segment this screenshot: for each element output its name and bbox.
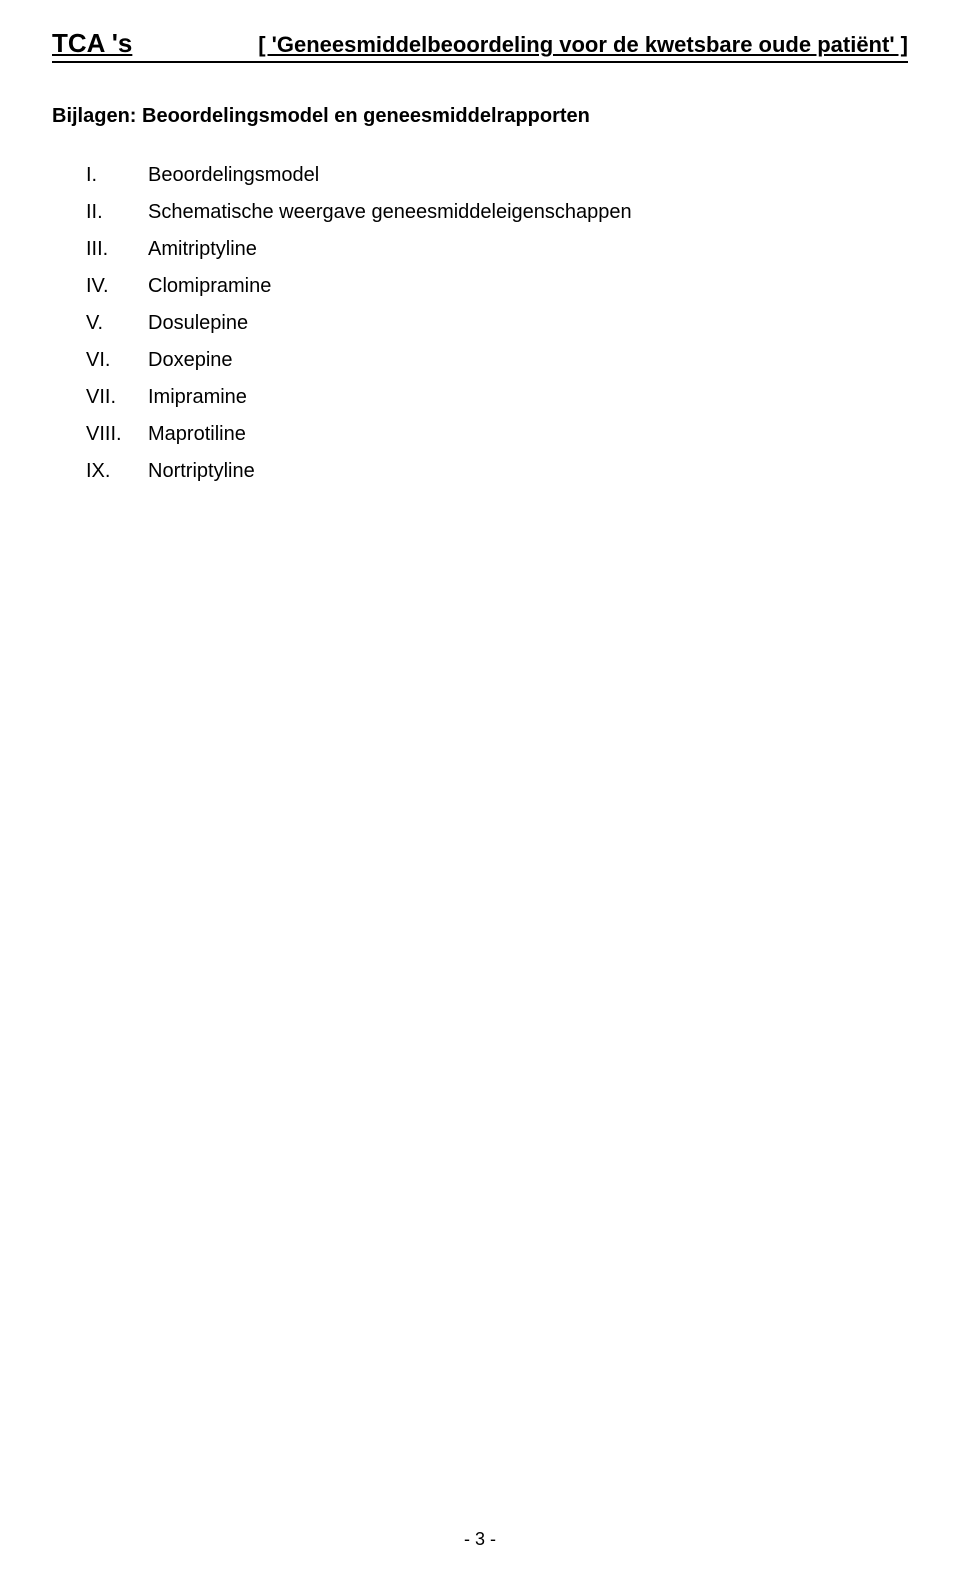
list-item-label: Nortriptyline [148,460,255,483]
page-number: - 3 - [0,1529,960,1550]
list-item-number: II. [86,201,148,224]
list-item-label: Clomipramine [148,275,271,298]
appendix-list: I. Beoordelingsmodel II. Schematische we… [52,164,908,483]
list-item-label: Doxepine [148,349,233,372]
list-item-number: I. [86,164,148,187]
list-item: V. Dosulepine [86,312,908,335]
list-item-label: Beoordelingsmodel [148,164,319,187]
list-item: IX. Nortriptyline [86,460,908,483]
list-item-number: IX. [86,460,148,483]
list-item: II. Schematische weergave geneesmiddelei… [86,201,908,224]
page-header: TCA 's [ 'Geneesmiddelbeoordeling voor d… [52,28,908,63]
list-item: III. Amitriptyline [86,238,908,261]
list-item-number: VII. [86,386,148,409]
list-item: VII. Imipramine [86,386,908,409]
list-item-label: Dosulepine [148,312,248,335]
list-item-number: VIII. [86,423,148,446]
list-item-number: III. [86,238,148,261]
list-item-label: Maprotiline [148,423,246,446]
list-item-label: Amitriptyline [148,238,257,261]
header-right-title: [ 'Geneesmiddelbeoordeling voor de kwets… [258,32,908,58]
document-page: TCA 's [ 'Geneesmiddelbeoordeling voor d… [0,0,960,1574]
list-item-number: IV. [86,275,148,298]
list-item-number: VI. [86,349,148,372]
list-item-label: Imipramine [148,386,247,409]
list-item: VI. Doxepine [86,349,908,372]
list-item: VIII. Maprotiline [86,423,908,446]
header-left-title: TCA 's [52,28,132,59]
section-title: Bijlagen: Beoordelingsmodel en geneesmid… [52,105,908,128]
list-item: I. Beoordelingsmodel [86,164,908,187]
list-item: IV. Clomipramine [86,275,908,298]
list-item-number: V. [86,312,148,335]
list-item-label: Schematische weergave geneesmiddeleigens… [148,201,632,224]
